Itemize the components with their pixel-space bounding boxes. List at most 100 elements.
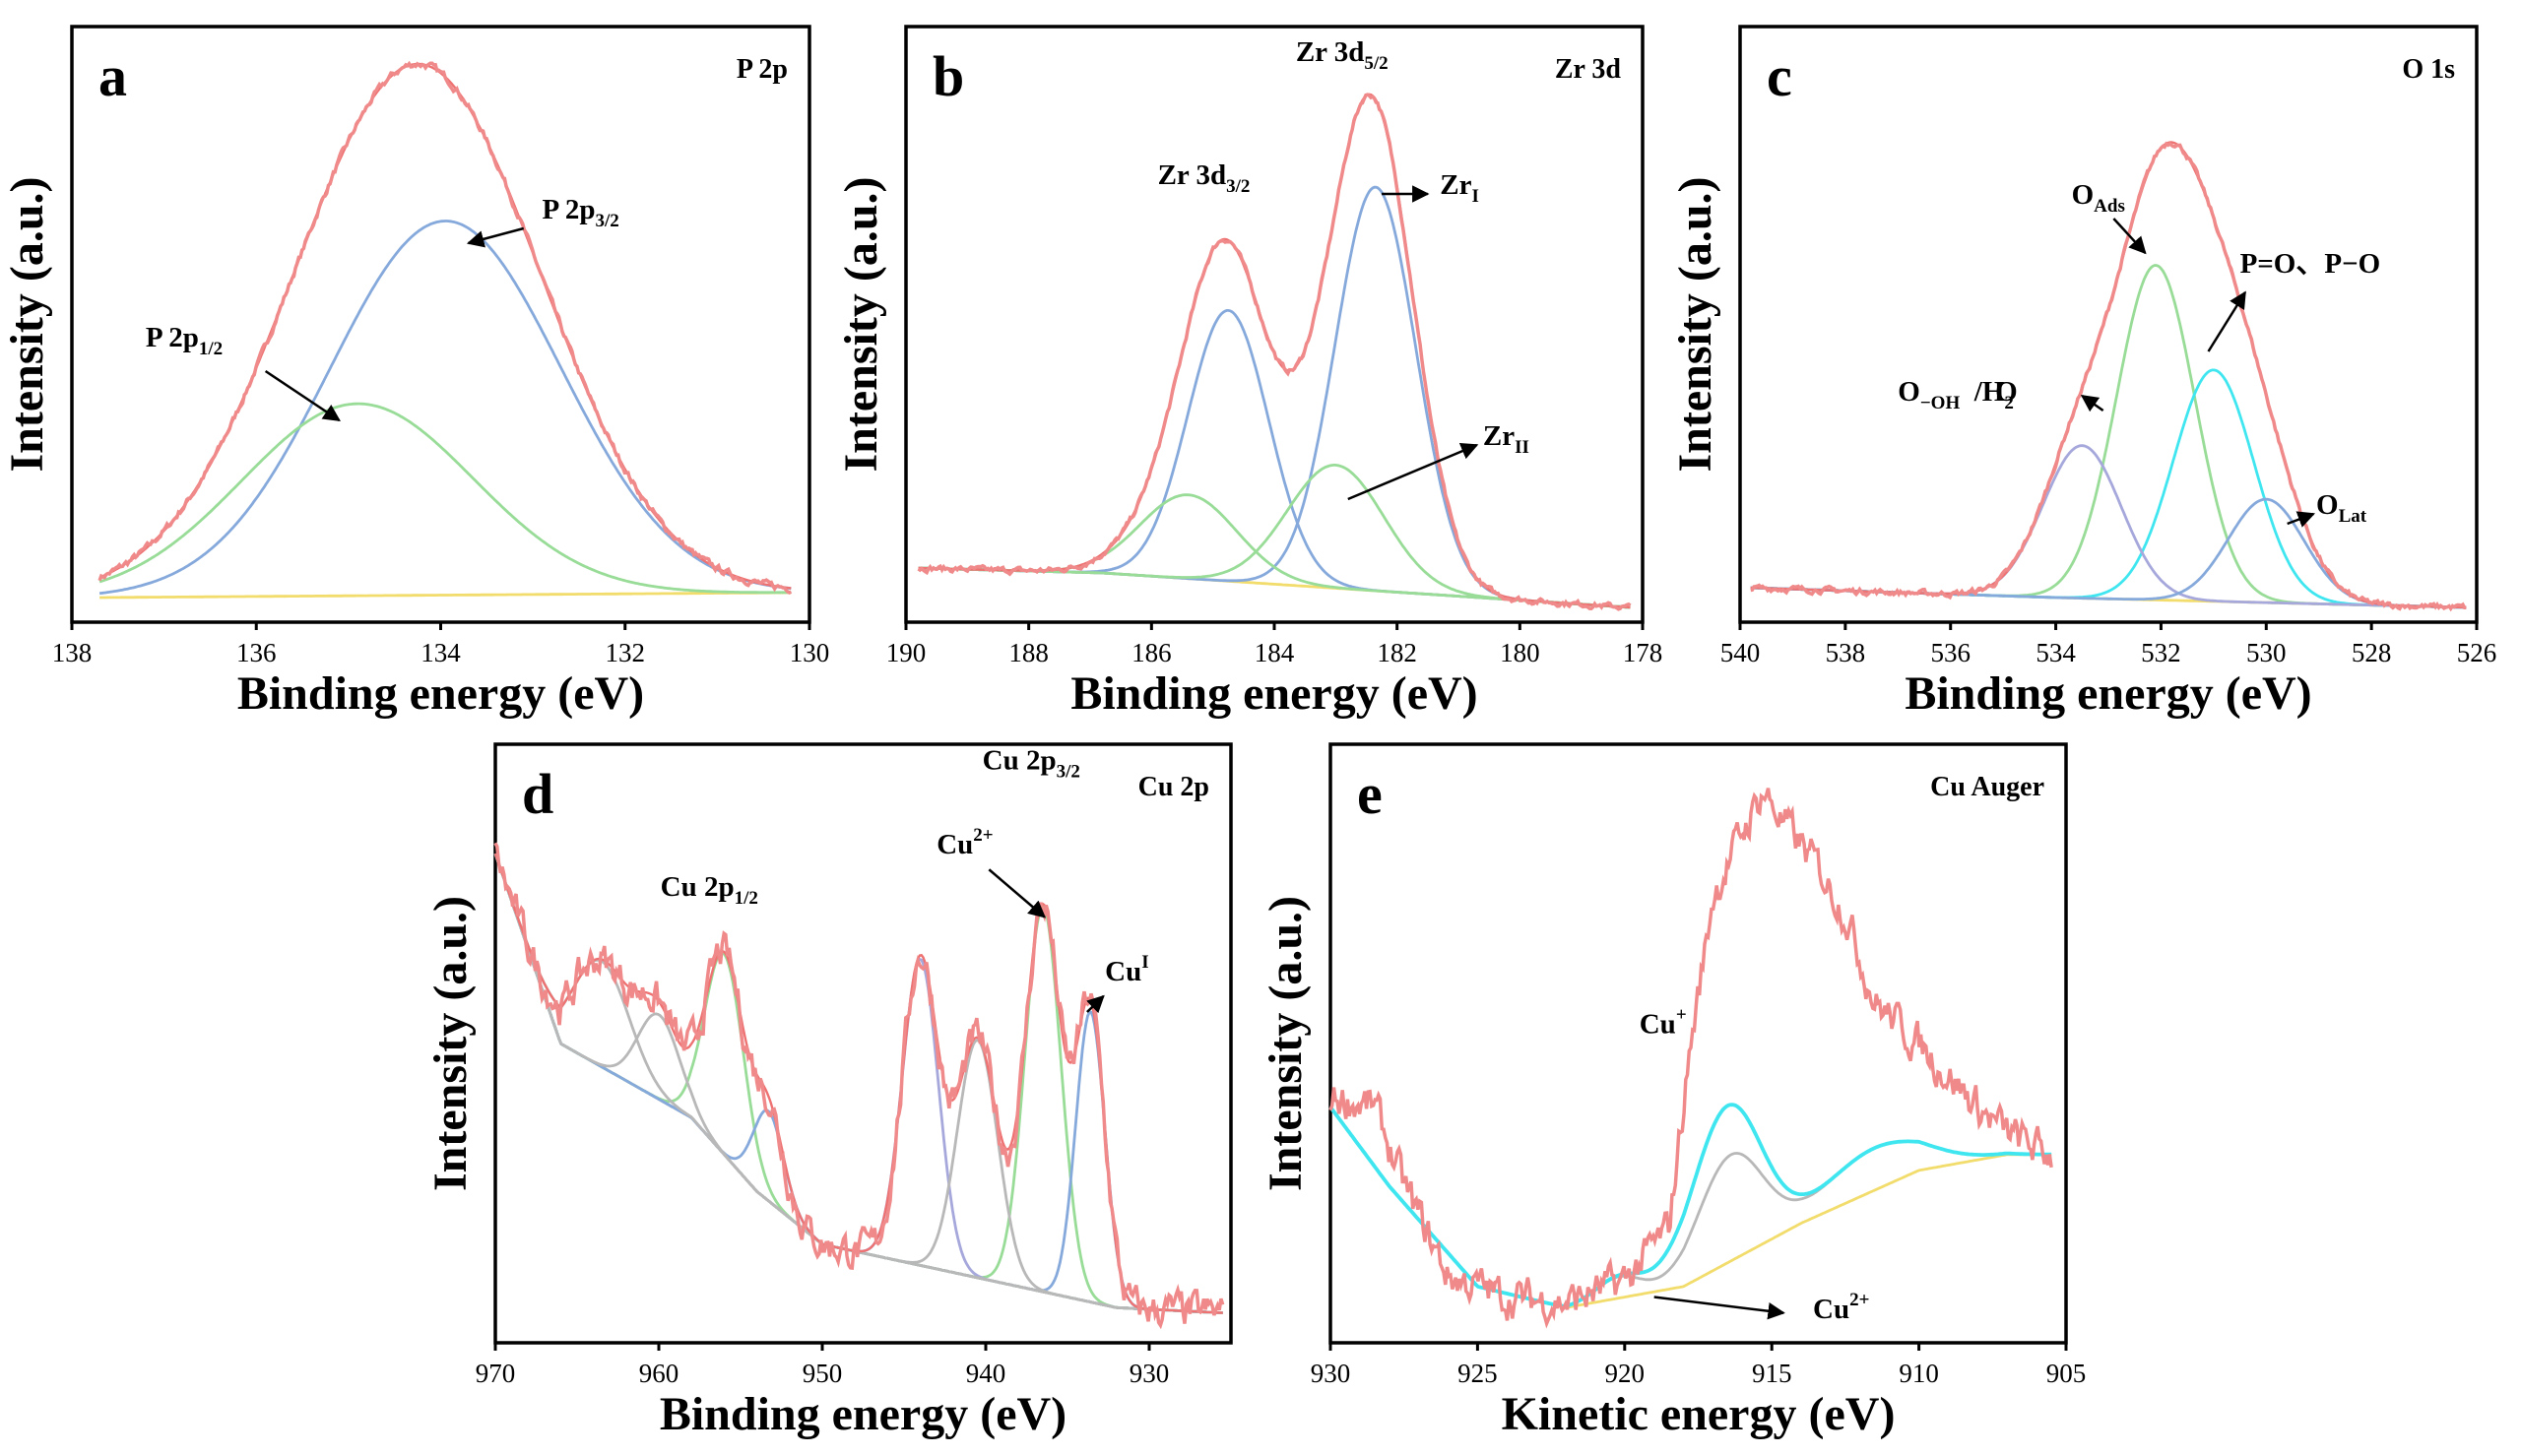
panel-a: 138 136 134 132 130 Binding energy (eV) Intens… (1, 25, 830, 720)
x-tick-label: 970 (476, 1359, 516, 1388)
peak-label: ZrI (1440, 169, 1479, 207)
raw-data-curve (917, 93, 1632, 611)
raw-data-curve (1328, 788, 2053, 1329)
x-tick-label: 134 (420, 638, 461, 667)
x-tick-label: 915 (1752, 1359, 1792, 1388)
peak-label: P 2p3/2 (542, 194, 618, 231)
x-tick-label: 188 (1008, 638, 1049, 667)
x-tick-label: 940 (966, 1359, 1006, 1388)
envelope-curve (98, 62, 792, 590)
x-tick-label: 178 (1623, 638, 1663, 667)
plot-frame (1738, 25, 2479, 624)
annotation-arrow (264, 369, 341, 422)
y-axis-title: Intensity (a.u.) (1260, 896, 1312, 1191)
panel-tag: O 1s (2402, 54, 2455, 85)
raw-data-curve (1750, 141, 2467, 612)
panel-d: 970 960 950 940 930 Binding energy (eV) Intens… (424, 742, 1233, 1440)
x-tick-label: 540 (1720, 638, 1761, 667)
x-tick-label: 536 (1930, 638, 1971, 667)
panel-tag: Cu 2p (1138, 772, 1209, 802)
component-curve (1750, 368, 2467, 609)
annotation-arrow (2287, 511, 2316, 528)
baseline-curve (99, 591, 792, 600)
figure-panels: 138 136 134 132 130 Binding energy (eV) Intens… (1, 25, 2497, 1440)
component-curve (98, 402, 792, 595)
panel-letter: e (1357, 762, 1383, 826)
panel-letter: d (522, 762, 553, 826)
x-tick-label: 920 (1605, 1359, 1646, 1388)
peak-label: P=O、P−O (2240, 248, 2381, 280)
x-axis-title: Binding energy (eV) (237, 667, 644, 720)
peak-label: Zr 3d5/2 (1296, 36, 1389, 74)
peak-label: Zr 3d3/2 (1158, 159, 1251, 197)
x-tick-label: 184 (1255, 638, 1295, 667)
panel-tag: Cu Auger (1930, 772, 2044, 802)
annotation-arrow (1347, 443, 1479, 501)
y-axis-title: Intensity (a.u.) (1669, 176, 1721, 472)
peak-label: /H2 (1973, 376, 2014, 413)
panel-b: 190 188 186 184 182 180 178 Binding energy (eV)… (835, 25, 1663, 720)
x-axis-title: Kinetic energy (eV) (1502, 1388, 1896, 1440)
component-curve (1328, 1106, 2052, 1308)
x-tick-label: 538 (1826, 638, 1866, 667)
peak-label: OAds (2072, 179, 2125, 217)
raw-data-curve (493, 842, 1225, 1330)
annotation-arrow (988, 868, 1047, 918)
panel-letter: c (1767, 44, 1792, 108)
x-tick-label: 132 (606, 638, 646, 667)
annotation-arrow (2112, 218, 2147, 255)
x-tick-label: 925 (1457, 1359, 1498, 1388)
peak-label: Cu2+ (1813, 1290, 1869, 1325)
peak-label: CuI (1105, 952, 1148, 987)
x-tick-label: 930 (1130, 1359, 1170, 1388)
peak-label: ZrII (1483, 420, 1529, 458)
x-tick-label: 182 (1377, 638, 1417, 667)
annotation-arrow (1653, 1296, 1785, 1320)
x-tick-label: 532 (2141, 638, 2181, 667)
panel-c: 540 538 536 534 532 530 528 526 Binding energy (… (1669, 25, 2497, 720)
x-tick-label: 180 (1500, 638, 1540, 667)
x-tick-label: 950 (803, 1359, 843, 1388)
component-curve (1750, 264, 2467, 609)
panel-tag: P 2p (737, 54, 788, 85)
x-tick-label: 136 (236, 638, 277, 667)
annotation-arrow (2207, 290, 2246, 352)
panel-letter: b (933, 44, 964, 108)
x-tick-label: 930 (1311, 1359, 1351, 1388)
annotation-arrow (1086, 994, 1105, 1014)
annotation-arrow (466, 226, 525, 248)
x-tick-label: 905 (2046, 1359, 2087, 1388)
x-tick-label: 526 (2457, 638, 2497, 667)
x-axis-title: Binding energy (eV) (1070, 667, 1477, 720)
annotation-arrow (2080, 394, 2104, 412)
x-axis-title: Binding energy (eV) (1905, 667, 2311, 720)
component-curve (918, 464, 1631, 609)
component-curve (1328, 1103, 2052, 1308)
panel-letter: a (98, 44, 127, 108)
baseline-curve (1328, 1106, 2052, 1309)
panel-e: 930 925 920 915 910 905 Kinetic energy (eV) Int… (1260, 742, 2087, 1440)
plot-frame (493, 742, 1233, 1345)
x-axis-title: Binding energy (eV) (660, 1388, 1067, 1440)
peak-label: O−OH (1898, 376, 1960, 413)
y-axis-title: Intensity (a.u.) (835, 176, 887, 472)
y-axis-title: Intensity (a.u.) (1, 176, 53, 472)
peak-label: OLat (2316, 489, 2367, 527)
x-tick-label: 186 (1131, 638, 1172, 667)
plot-frame (1328, 742, 2068, 1345)
component-curve (98, 220, 792, 596)
y-axis-title: Intensity (a.u.) (424, 896, 477, 1191)
peak-label: Cu+ (1640, 1004, 1687, 1040)
x-tick-label: 534 (2036, 638, 2076, 667)
x-tick-label: 530 (2246, 638, 2287, 667)
component-curve (918, 185, 1631, 609)
x-tick-label: 130 (790, 638, 830, 667)
raw-data-curve (97, 60, 793, 596)
x-tick-label: 138 (52, 638, 93, 667)
x-tick-label: 528 (2352, 638, 2392, 667)
plot-frame (904, 25, 1645, 624)
peak-label: O (1995, 376, 2018, 408)
panel-tag: Zr 3d (1555, 54, 1622, 85)
peak-label: Cu 2p1/2 (661, 871, 758, 909)
